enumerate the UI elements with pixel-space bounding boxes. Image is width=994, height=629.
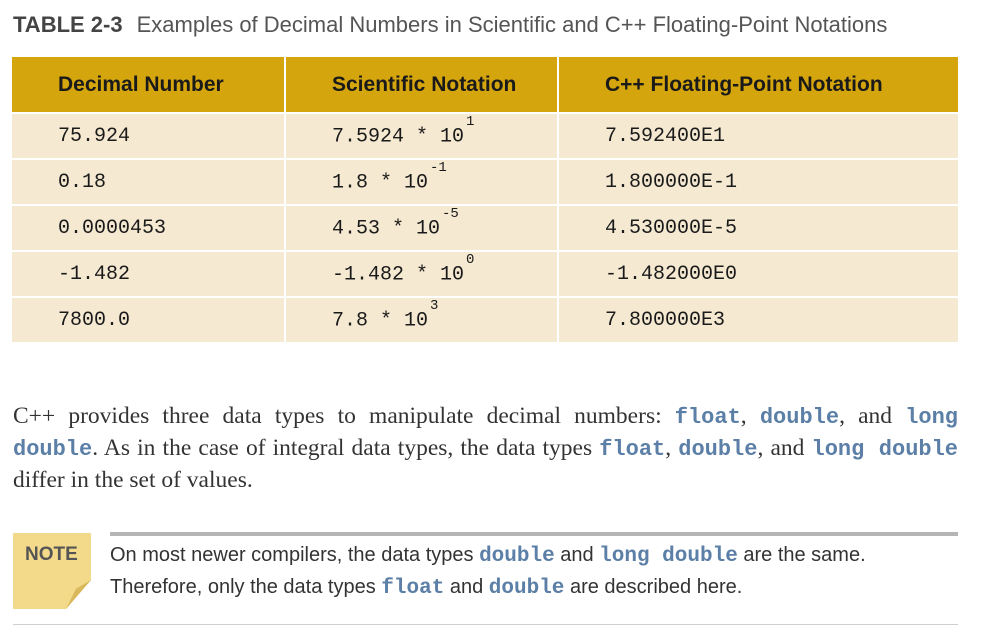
paragraph-text: . As in the case of integral data types,… <box>92 435 600 461</box>
bottom-rule <box>13 624 958 625</box>
note-label: NOTE <box>25 544 78 565</box>
paragraph-text: C++ provides three data types to manipul… <box>13 403 675 429</box>
note-text-part: and <box>554 544 600 566</box>
paragraph-text: , and <box>757 435 812 461</box>
table-row: 7800.0 7.8 * 103 7.800000E3 <box>12 296 958 342</box>
code-keyword: float <box>381 577 445 600</box>
scientific-cell: 1.8 * 10-1 <box>284 158 559 206</box>
note-text-part: are the same. Therefore, only the data t… <box>110 544 866 598</box>
header-cpp-notation: C++ Floating-Point Notation <box>557 57 958 114</box>
scientific-exponent: -5 <box>442 206 459 223</box>
scientific-exponent: 0 <box>466 252 475 269</box>
code-keyword: long double <box>13 405 958 462</box>
header-scientific-notation: Scientific Notation <box>284 57 559 114</box>
scientific-cell: 7.5924 * 101 <box>284 112 559 160</box>
note-text: On most newer compilers, the data types … <box>110 540 960 604</box>
paragraph-text: , <box>740 403 760 429</box>
decimal-cell: -1.482 <box>12 250 286 298</box>
scientific-cell: -1.482 * 100 <box>284 250 559 298</box>
cpp-cell: 4.530000E-5 <box>557 204 958 252</box>
note-text-part: and <box>444 576 489 598</box>
paragraph-text: differ in the set of values. <box>13 467 253 493</box>
header-decimal-number: Decimal Number <box>12 57 286 114</box>
scientific-mantissa: 7.5924 * 10 <box>332 125 465 149</box>
code-keyword: long double <box>811 437 959 462</box>
scientific-cell: 4.53 * 10-5 <box>284 204 559 252</box>
decimal-cell: 75.924 <box>12 112 286 160</box>
cpp-cell: 7.800000E3 <box>557 296 958 342</box>
table-row: -1.482 -1.482 * 100 -1.482000E0 <box>12 250 958 298</box>
decimal-cell: 0.18 <box>12 158 286 206</box>
note-tab: NOTE <box>13 533 91 609</box>
notation-table: Decimal Number Scientific Notation C++ F… <box>12 57 958 342</box>
cpp-cell: -1.482000E0 <box>557 250 958 298</box>
note-top-rule <box>110 532 958 536</box>
table-row: 0.18 1.8 * 10-1 1.800000E-1 <box>12 158 958 206</box>
scientific-exponent: 3 <box>430 298 439 315</box>
cpp-cell: 7.592400E1 <box>557 112 958 160</box>
code-keyword: double <box>488 577 565 600</box>
table-caption: TABLE 2-3 Examples of Decimal Numbers in … <box>13 12 887 38</box>
code-keyword: double <box>759 405 840 430</box>
note-text-part: On most newer compilers, the data types <box>110 544 480 566</box>
table-title: Examples of Decimal Numbers in Scientifi… <box>136 12 888 37</box>
table-header-row: Decimal Number Scientific Notation C++ F… <box>12 57 958 114</box>
code-keyword: float <box>674 405 741 430</box>
scientific-exponent: 1 <box>466 114 475 131</box>
decimal-cell: 7800.0 <box>12 296 286 342</box>
code-keyword: double <box>479 545 555 568</box>
table-row: 75.924 7.5924 * 101 7.592400E1 <box>12 112 958 160</box>
table-row: 0.0000453 4.53 * 10-5 4.530000E-5 <box>12 204 958 252</box>
paragraph-text: , and <box>839 403 906 429</box>
scientific-mantissa: -1.482 * 10 <box>332 263 465 287</box>
decimal-cell: 0.0000453 <box>12 204 286 252</box>
paragraph-text: , <box>665 435 679 461</box>
scientific-mantissa: 7.8 * 10 <box>332 309 429 333</box>
code-keyword: double <box>678 437 758 462</box>
code-keyword: float <box>599 437 666 462</box>
table-number: TABLE 2-3 <box>13 12 123 37</box>
body-paragraph: C++ provides three data types to manipul… <box>13 401 958 496</box>
scientific-mantissa: 1.8 * 10 <box>332 171 429 195</box>
scientific-mantissa: 4.53 * 10 <box>332 217 441 241</box>
note-text-part: are described here. <box>564 576 743 598</box>
scientific-cell: 7.8 * 103 <box>284 296 559 342</box>
scientific-exponent: -1 <box>430 160 447 177</box>
cpp-cell: 1.800000E-1 <box>557 158 958 206</box>
code-keyword: long double <box>599 545 738 568</box>
